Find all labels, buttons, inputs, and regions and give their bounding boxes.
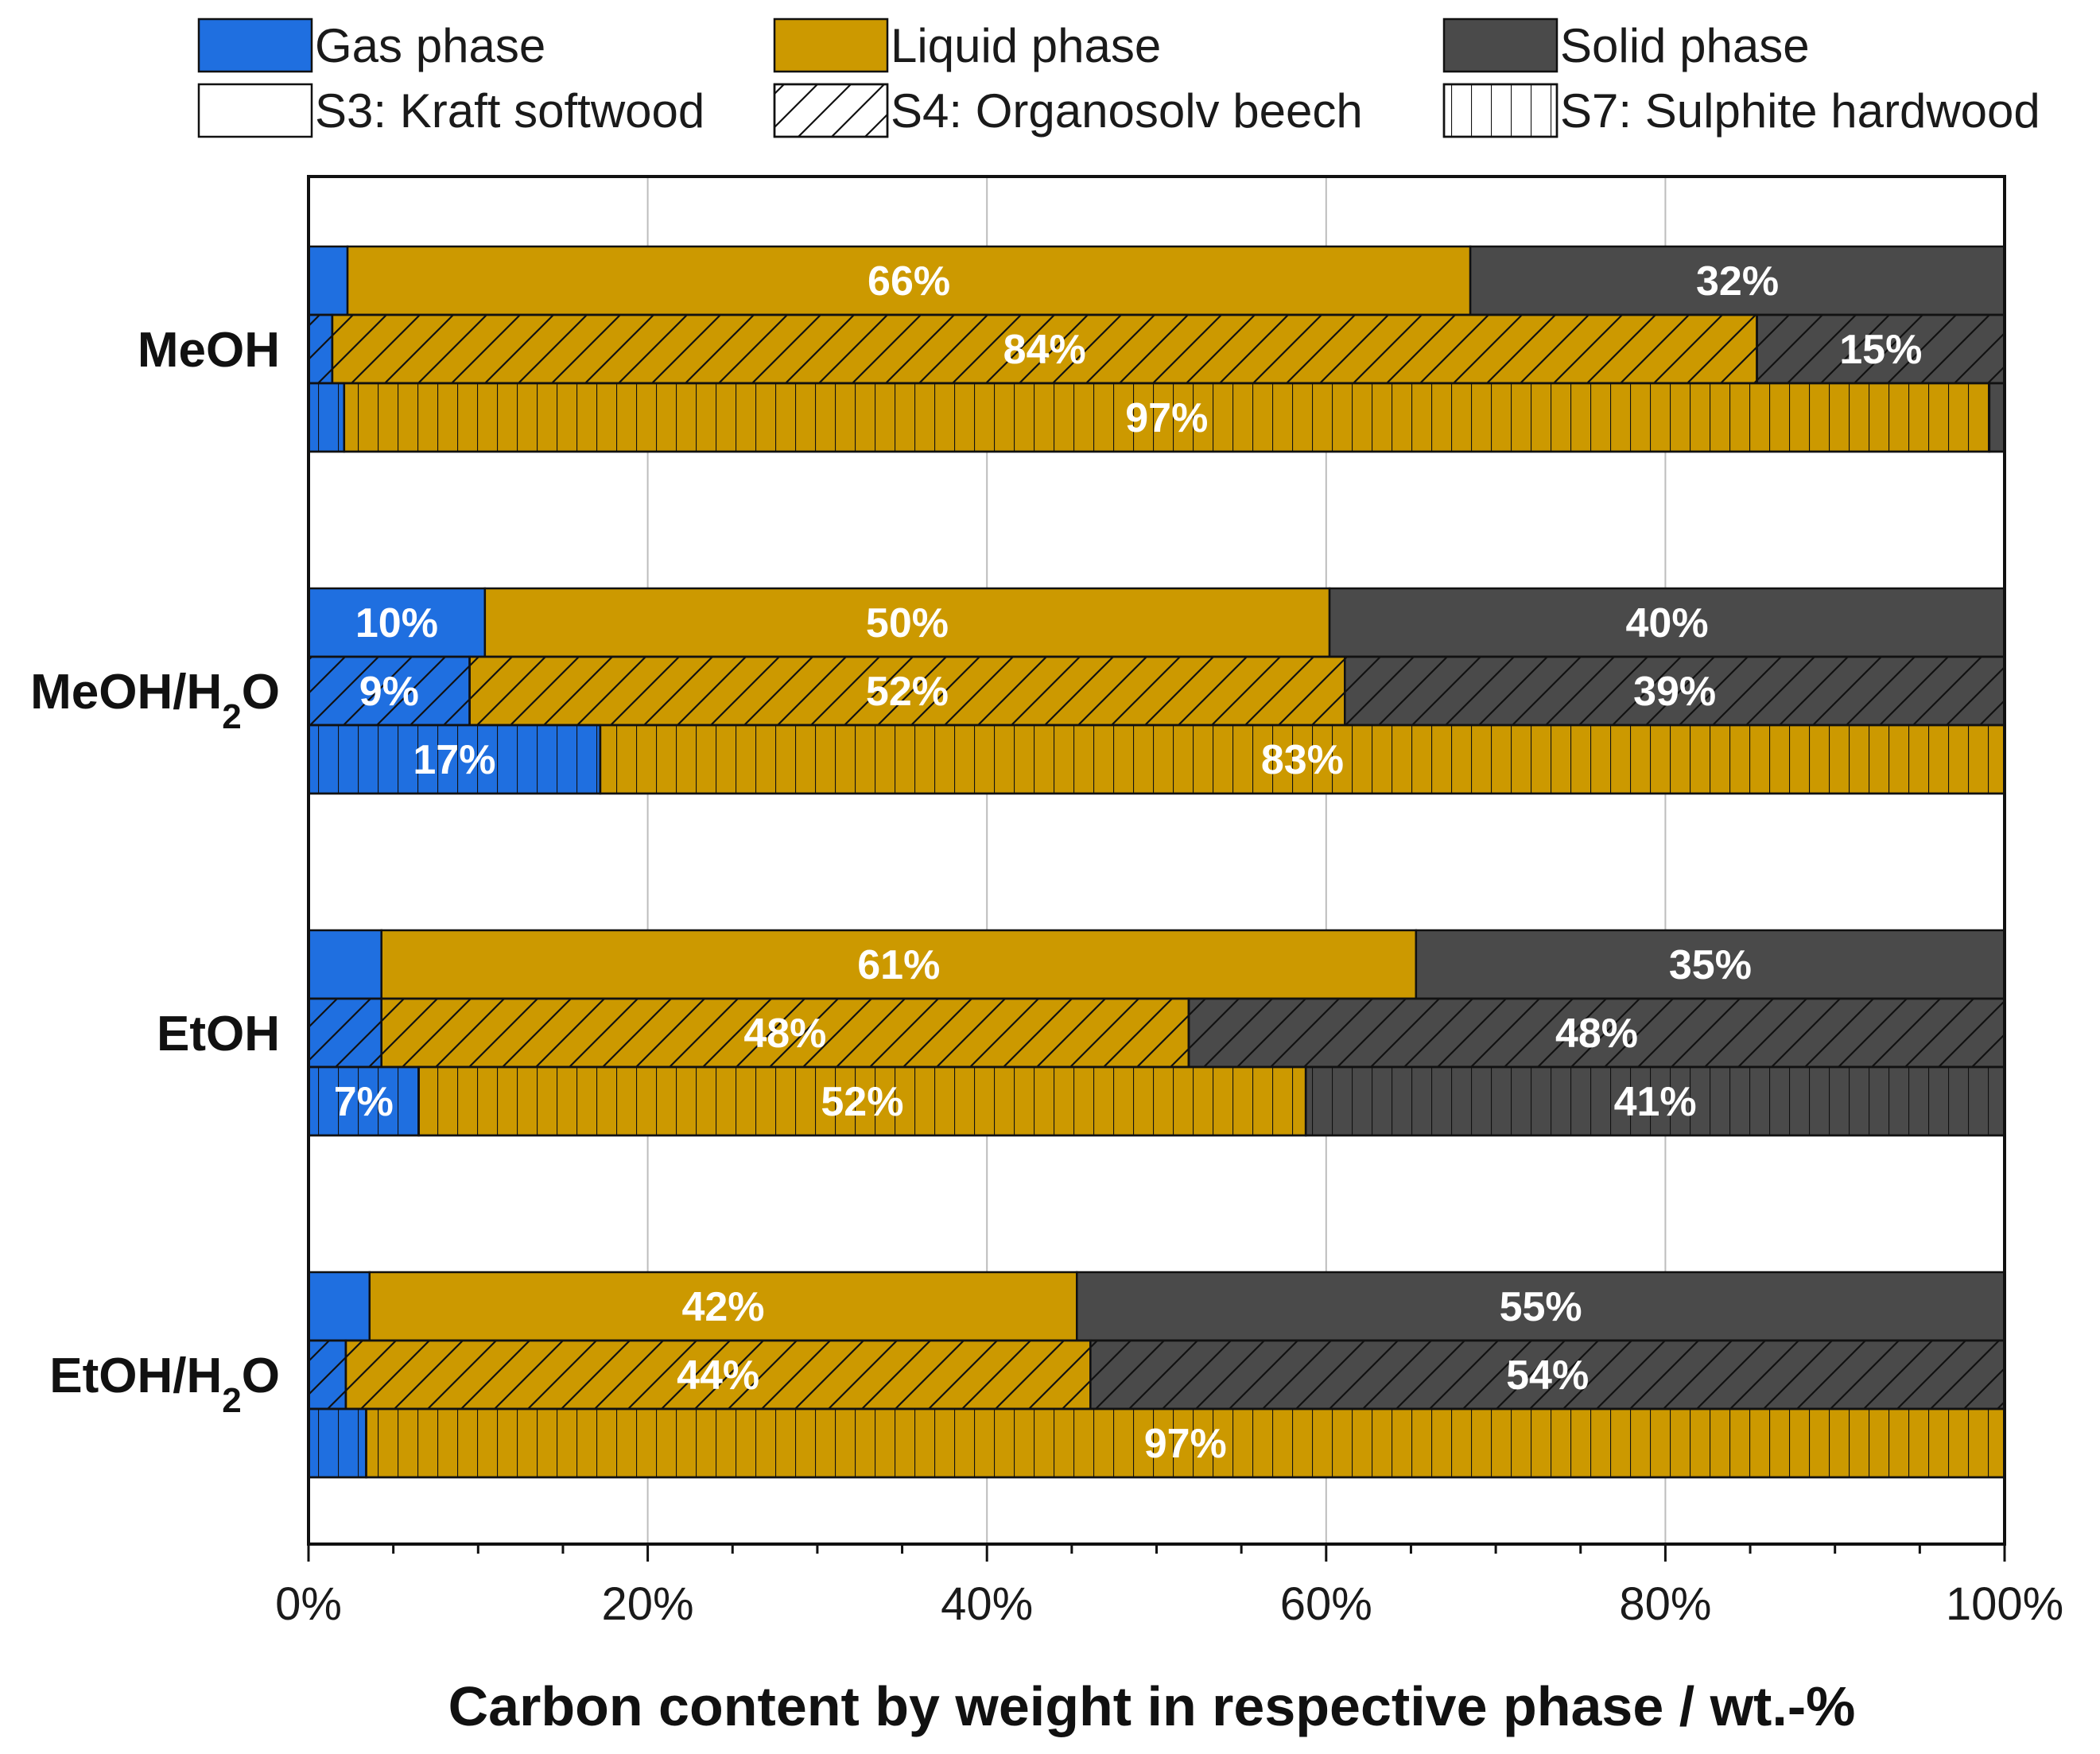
data-label: 52%	[866, 669, 949, 715]
bar-segment-solid-phase	[1469, 245, 2006, 316]
legend-label: S7: Sulphite hardwood	[1560, 84, 2040, 138]
data-label: 48%	[743, 1011, 826, 1057]
data-label: 42%	[681, 1284, 764, 1330]
bar-segment-solid-phase	[1075, 1271, 2006, 1342]
x-tick-label: 100%	[1946, 1578, 2063, 1630]
legend-item-s7-sulphite-hardwood: S7: Sulphite hardwood	[1442, 83, 2040, 138]
data-label: 41%	[1614, 1079, 1697, 1125]
legend-label: Gas phase	[315, 19, 545, 72]
x-tick-label: 40%	[941, 1578, 1033, 1630]
bar-group-meoh-h2o: 10% 50% 40% 9% 52% 39% 17% 83%	[307, 587, 2006, 795]
legend-item-gas-phase: Gas phase	[197, 17, 545, 73]
data-label: 39%	[1633, 669, 1716, 715]
data-label: 44%	[677, 1352, 759, 1399]
legend-item-liquid-phase: Liquid phase	[773, 17, 1161, 73]
bar-pattern-diagonal	[307, 1339, 347, 1411]
data-label: 97%	[1144, 1421, 1227, 1467]
legend-label: Liquid phase	[891, 19, 1161, 72]
legend-item-s4-organosolv-beech: S4: Organosolv beech	[773, 83, 1363, 138]
bar-pattern-diagonal	[344, 1339, 1092, 1411]
bar-segment-solid-phase	[1415, 929, 2006, 1000]
category-label: MeOH	[138, 323, 280, 378]
data-label: 10%	[355, 600, 438, 646]
bar-segment-gas-phase	[307, 1271, 371, 1342]
data-label: 9%	[359, 669, 419, 715]
bar-pattern-diagonal	[468, 655, 1346, 727]
bars: 66% 32% 84% 15% 97% 10% 50% 40% 9% 52% 39% 17% 83% 61…	[307, 245, 2006, 1479]
x-tick-label: 80%	[1619, 1578, 1711, 1630]
legend-swatch	[1442, 17, 1559, 73]
legend-item-s3-kraft-softwood: S3: Kraft softwood	[197, 83, 705, 138]
data-label: 83%	[1261, 737, 1344, 783]
category-label: MeOH/H2O	[30, 665, 280, 736]
legend-swatch	[197, 83, 313, 138]
data-label: 66%	[868, 258, 950, 305]
data-label: 52%	[821, 1079, 903, 1125]
legend-swatch	[197, 17, 313, 73]
bar-group-meoh: 66% 32% 84% 15% 97%	[307, 245, 2006, 453]
x-tick-label: 20%	[602, 1578, 694, 1630]
bar-pattern-vertical	[307, 382, 346, 453]
data-label: 32%	[1696, 258, 1779, 305]
bar-segment-gas-phase	[307, 929, 382, 1000]
bar-group-etoh-h2o: 42% 55% 44% 54% 97%	[307, 1271, 2006, 1479]
bar-segment-gas-phase	[307, 245, 349, 316]
legend-swatch-pattern	[1442, 83, 1559, 138]
legend-item-solid-phase: Solid phase	[1442, 17, 1810, 73]
data-label: 17%	[413, 737, 495, 783]
bar-segment-liquid-phase	[368, 1271, 1078, 1342]
bar-pattern-vertical	[1304, 1065, 2006, 1137]
category-label: EtOH/H2O	[49, 1348, 280, 1420]
category-label: EtOH	[157, 1007, 280, 1061]
data-label: 55%	[1500, 1284, 1582, 1330]
legend-swatch	[773, 17, 889, 73]
legend-label: Solid phase	[1560, 19, 1810, 72]
bar-segment-liquid-phase	[483, 587, 1331, 658]
bar-pattern-vertical	[365, 1407, 2006, 1479]
data-label: 50%	[866, 600, 949, 646]
legend-label: S4: Organosolv beech	[891, 84, 1363, 138]
bar-pattern-vertical	[599, 724, 2006, 795]
legend-swatch-pattern	[773, 83, 889, 138]
data-label: 35%	[1669, 942, 1752, 988]
data-label: 7%	[334, 1079, 394, 1125]
legend-label: S3: Kraft softwood	[315, 84, 705, 138]
bar-pattern-diagonal	[307, 313, 334, 385]
bar-pattern-diagonal	[1344, 655, 2006, 727]
legend: Gas phase Liquid phase Solid phase S3: Kraf…	[197, 17, 2040, 138]
bar-pattern-vertical	[1988, 382, 2006, 453]
bar-pattern-vertical	[307, 1407, 367, 1479]
x-tick-label: 0%	[275, 1578, 342, 1630]
bar-group-etoh: 61% 35% 48% 48% 7% 52% 41%	[307, 929, 2006, 1137]
data-label: 15%	[1839, 327, 1922, 373]
x-axis: 0% 20% 40% 60% 80% 100%	[275, 1544, 2063, 1630]
bar-pattern-vertical	[343, 382, 1991, 453]
data-label: 61%	[857, 942, 940, 988]
bar-pattern-diagonal	[307, 997, 382, 1069]
data-label: 54%	[1506, 1352, 1589, 1399]
bar-segment-gas-phase	[307, 587, 487, 658]
bar-segment-liquid-phase	[346, 245, 1472, 316]
bar-pattern-diagonal	[380, 997, 1190, 1069]
x-axis-title: Carbon content by weight in respective p…	[448, 1675, 1856, 1737]
data-label: 48%	[1555, 1011, 1638, 1057]
x-tick-label: 60%	[1280, 1578, 1372, 1630]
data-label: 97%	[1125, 395, 1208, 441]
data-label: 40%	[1625, 600, 1708, 646]
data-label: 84%	[1003, 327, 1086, 373]
bar-segment-solid-phase	[1328, 587, 2006, 658]
y-axis-categories: MeOH MeOH/H2O EtOH EtOH/H2O	[30, 323, 280, 1420]
